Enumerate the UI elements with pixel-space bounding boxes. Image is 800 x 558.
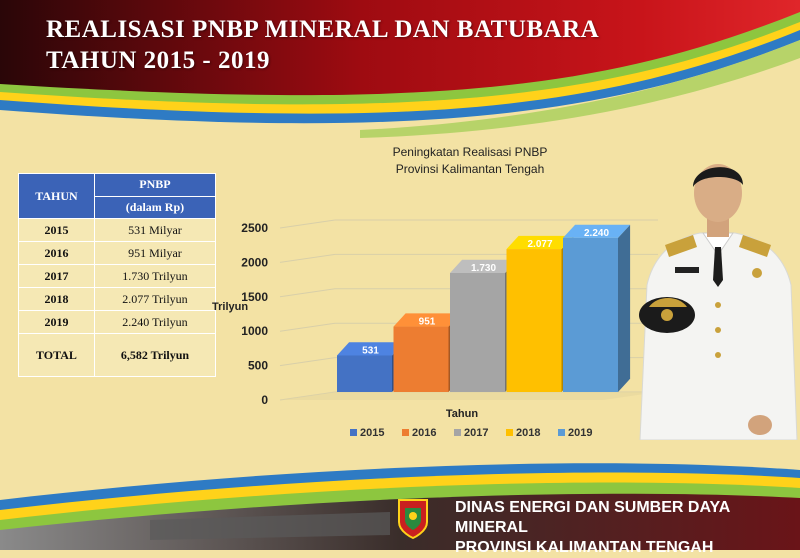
table-row: 2018 2.077 Trilyun [18, 287, 217, 311]
chart-title: Peningkatan Realisasi PNBP Provinsi Kali… [365, 144, 575, 178]
row-year: 2017 [18, 264, 95, 288]
data-label: 951 [419, 317, 436, 328]
bar-top [393, 313, 461, 327]
table-row: 2016 951 Milyar [18, 241, 217, 265]
footer-line-1: DINAS ENERGI DAN SUMBER DAYA MINERAL [455, 499, 730, 536]
gridline-diagonal [279, 322, 336, 332]
bar-top [506, 235, 574, 250]
row-year: 2019 [18, 310, 95, 334]
header-unit: (dalam Rp) [93, 195, 217, 219]
gridline-diagonal [279, 219, 336, 229]
footer-agency-name: DINAS ENERGI DAN SUMBER DAYA MINERAL PRO… [455, 498, 800, 558]
legend-swatch [506, 429, 513, 436]
bar [450, 272, 505, 392]
title-line-1: REALISASI PNBP MINERAL DAN BATUBARA [46, 16, 600, 43]
bar-chart: 0 500 1000 1500 2000 2500 Trilyun 531 951 1.730 2.… [212, 219, 658, 439]
legend-label: 2015 [360, 427, 384, 439]
header-pnbp: PNBP [93, 173, 217, 197]
legend-label: 2019 [568, 427, 592, 439]
row-value: 1.730 Trilyun [93, 264, 217, 288]
table-row: 2019 2.240 Trilyun [18, 310, 217, 334]
table-header-row-2: (dalam Rp) [19, 195, 217, 219]
row-year: 2016 [18, 241, 95, 265]
legend-swatch [402, 429, 409, 436]
bar [506, 249, 562, 392]
gridline-diagonal [279, 357, 336, 367]
legend-swatch [350, 429, 357, 436]
data-label: 2.240 [584, 228, 609, 239]
title-line-2: TAHUN 2015 - 2019 [46, 47, 271, 74]
gridline-diagonal [279, 288, 336, 298]
legend-label: 2018 [516, 427, 540, 439]
bar [337, 355, 392, 392]
data-label: 531 [362, 345, 379, 356]
table-total-row: TOTAL 6,582 Trilyun [18, 333, 217, 377]
legend-label: 2016 [412, 427, 436, 439]
y-tick-label: 1500 [241, 290, 268, 304]
y-axis-label: Trilyun [212, 301, 248, 313]
y-tick-label: 500 [248, 359, 268, 373]
row-value: 2.240 Trilyun [93, 310, 217, 334]
y-tick-label: 2500 [241, 221, 268, 235]
pnbp-table: TAHUN PNBP (dalam Rp) 2015 531 Milyar 20… [18, 173, 217, 377]
y-tick-label: 2000 [241, 255, 268, 269]
footer-line-2: PROVINSI KALIMANTAN TENGAH [455, 539, 714, 556]
chart-floor [280, 392, 658, 400]
table-row: 2017 1.730 Trilyun [18, 264, 217, 288]
y-tick-label: 1000 [241, 324, 268, 338]
row-value: 531 Milyar [93, 218, 217, 242]
legend-swatch [558, 429, 565, 436]
row-value: 951 Milyar [93, 241, 217, 265]
total-label: TOTAL [18, 333, 95, 377]
bar [393, 326, 449, 392]
row-year: 2015 [18, 218, 95, 242]
page-title: REALISASI PNBP MINERAL DAN BATUBARA TAHU… [46, 14, 599, 76]
row-value: 2.077 Trilyun [93, 287, 217, 311]
official-portrait-image [639, 164, 798, 440]
bar-side [618, 224, 631, 392]
header-year: TAHUN [18, 173, 95, 219]
bar [563, 237, 618, 392]
data-label: 2.077 [527, 239, 552, 250]
bar-top [450, 259, 518, 273]
bar-top [337, 342, 405, 356]
chart-title-line-2: Provinsi Kalimantan Tengah [395, 162, 545, 176]
legend-label: 2017 [464, 427, 488, 439]
chart-title-line-1: Peningkatan Realisasi PNBP [392, 145, 548, 159]
bar-top [563, 224, 631, 238]
y-tick-label: 0 [261, 393, 268, 407]
gridline-diagonal [279, 253, 336, 263]
row-year: 2018 [18, 287, 95, 311]
legend-swatch [454, 429, 461, 436]
table-row: 2015 531 Milyar [18, 218, 217, 242]
x-axis-label: Tahun [446, 408, 478, 420]
table-header-row: TAHUN PNBP [18, 173, 217, 219]
data-label: 1.730 [471, 263, 496, 274]
total-value: 6,582 Trilyun [93, 333, 217, 377]
kalteng-emblem-logo [398, 499, 428, 540]
